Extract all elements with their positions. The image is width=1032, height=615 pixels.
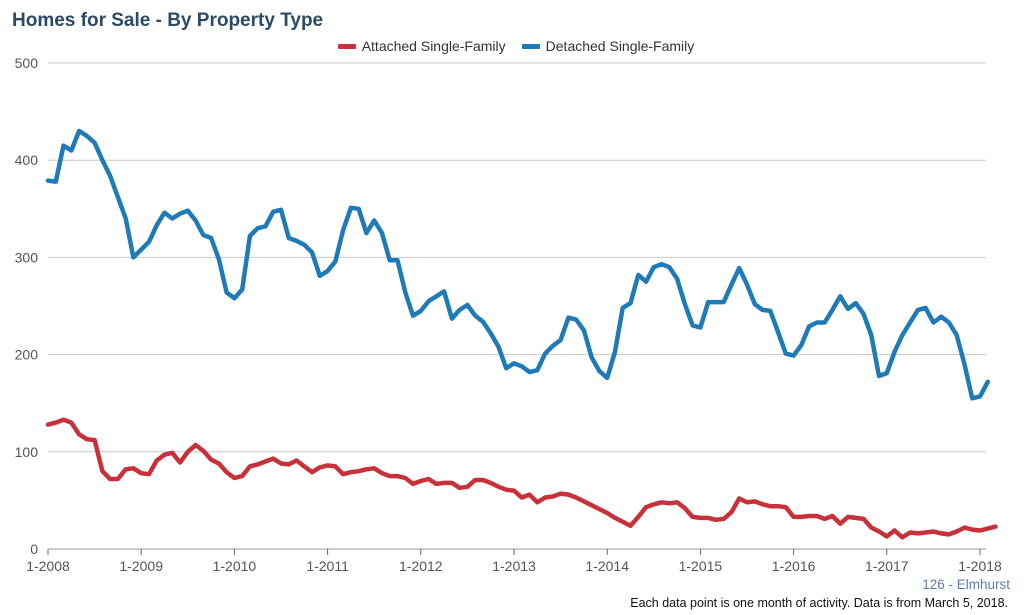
legend-label-detached: Detached Single-Family xyxy=(545,38,695,54)
x-tick-label-5: 1-2013 xyxy=(492,558,536,574)
series-line-attached-single-family xyxy=(45,417,998,540)
x-tick-label-1: 1-2009 xyxy=(119,558,163,574)
y-tick-label-100: 100 xyxy=(15,444,39,460)
legend-label-attached: Attached Single-Family xyxy=(361,38,506,54)
x-tick-label-8: 1-2016 xyxy=(772,558,816,574)
x-tick-label-3: 1-2011 xyxy=(306,558,349,574)
y-tick-label-400: 400 xyxy=(15,152,39,168)
legend: Attached Single-Family Detached Single-F… xyxy=(0,38,1032,54)
chart-title: Homes for Sale - By Property Type xyxy=(12,10,324,31)
footnote: Each data point is one month of activity… xyxy=(630,596,1008,610)
y-tick-label-500: 500 xyxy=(15,55,39,71)
x-tick-label-6: 1-2014 xyxy=(585,558,629,574)
legend-item-attached[interactable]: Attached Single-Family xyxy=(337,38,506,54)
x-tick-label-9: 1-2017 xyxy=(865,558,909,574)
x-tick-label-7: 1-2015 xyxy=(679,558,723,574)
y-tick-label-200: 200 xyxy=(15,347,39,363)
x-tick-label-2: 1-2010 xyxy=(213,558,257,574)
location-label: 126 - Elmhurst xyxy=(922,577,1010,592)
x-tick-label-4: 1-2012 xyxy=(399,558,443,574)
y-tick-label-0: 0 xyxy=(30,541,38,557)
x-tick-label-10: 1-2018 xyxy=(958,558,1002,574)
y-tick-label-300: 300 xyxy=(15,249,39,265)
series-line-detached-single-family xyxy=(45,128,991,401)
legend-item-detached[interactable]: Detached Single-Family xyxy=(521,38,695,54)
x-tick-label-0: 1-2008 xyxy=(26,558,70,574)
legend-swatch-attached xyxy=(337,43,356,49)
legend-swatch-detached xyxy=(521,43,540,49)
